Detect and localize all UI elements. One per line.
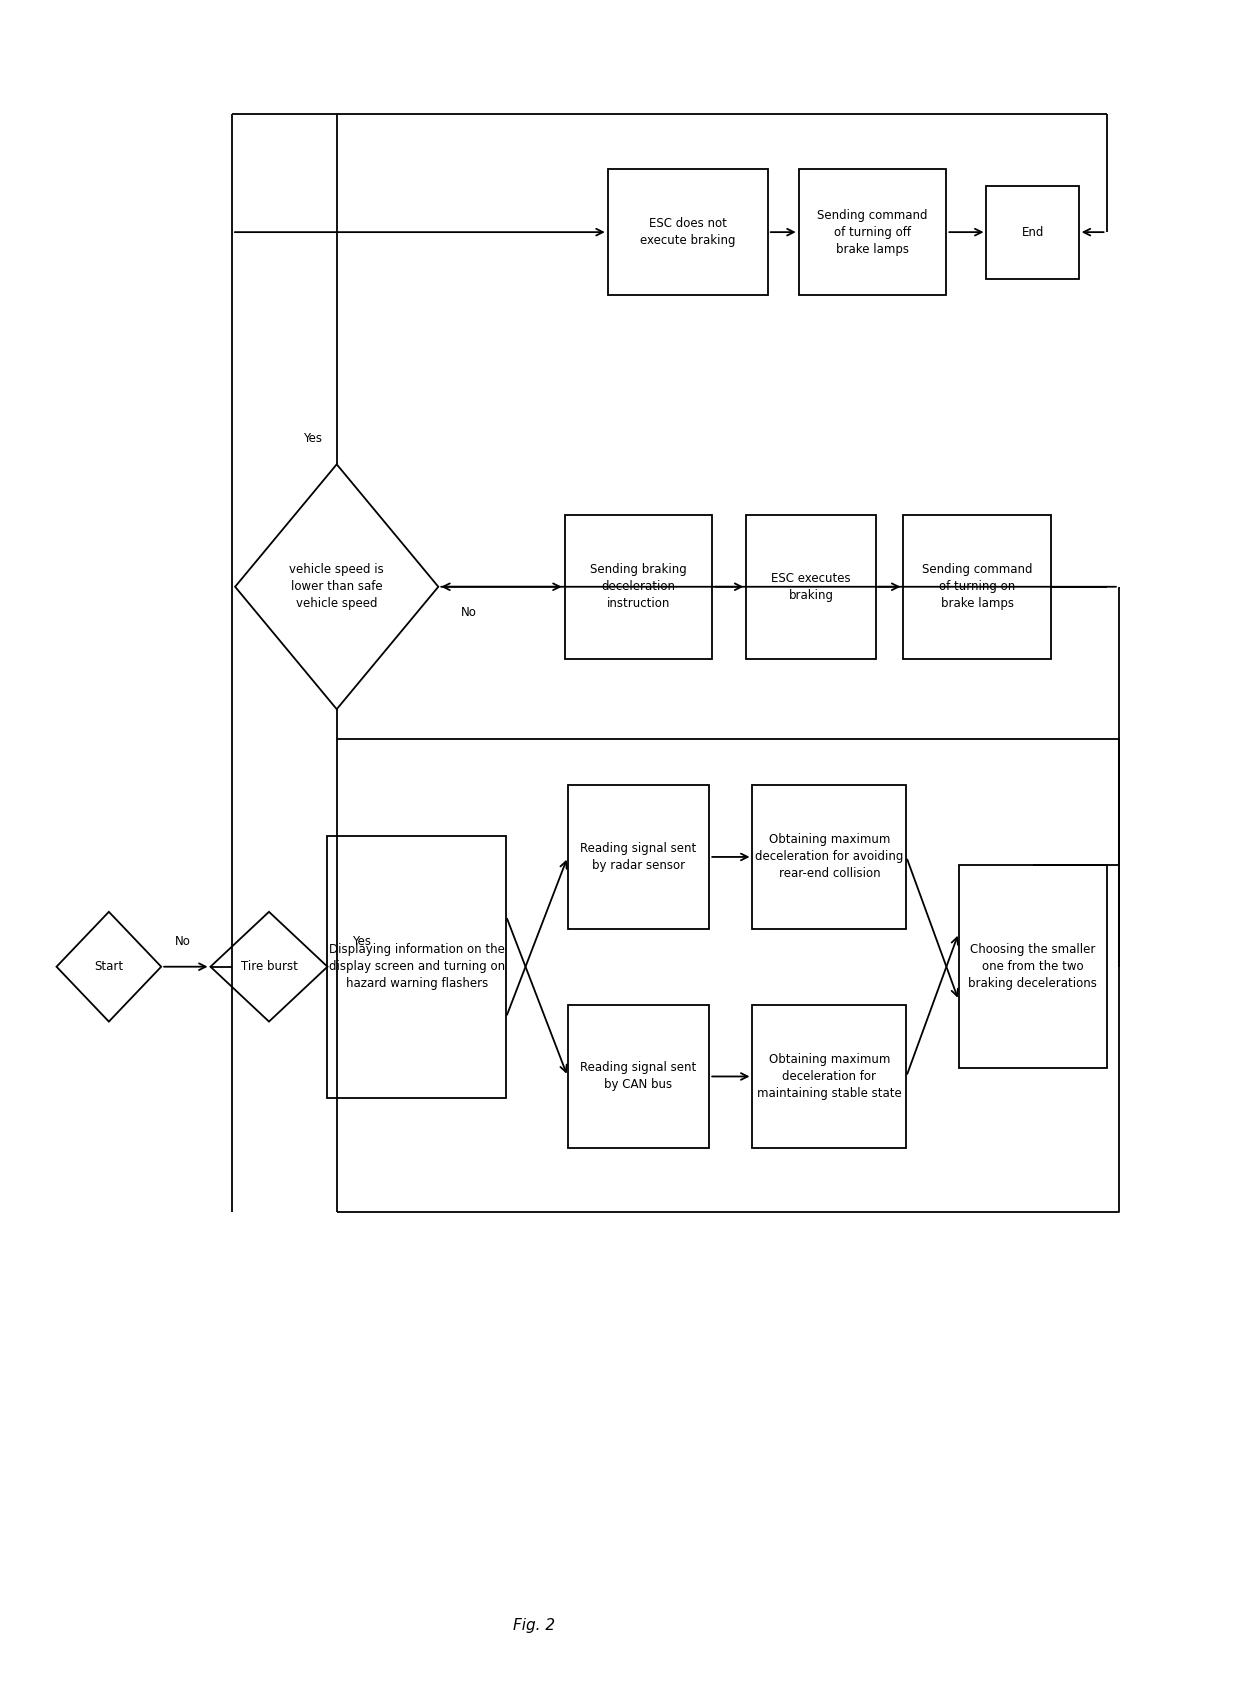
Bar xyxy=(568,786,709,928)
Text: Sending command
of turning on
brake lamps: Sending command of turning on brake lamp… xyxy=(921,563,1033,611)
Bar xyxy=(753,1005,906,1149)
Text: Tire burst: Tire burst xyxy=(241,961,298,972)
Text: Reading signal sent
by CAN bus: Reading signal sent by CAN bus xyxy=(580,1061,697,1091)
Text: Start: Start xyxy=(94,961,124,972)
Bar xyxy=(987,185,1079,278)
Text: vehicle speed is
lower than safe
vehicle speed: vehicle speed is lower than safe vehicle… xyxy=(289,563,384,611)
Text: Obtaining maximum
deceleration for avoiding
rear-end collision: Obtaining maximum deceleration for avoid… xyxy=(755,833,904,881)
Bar xyxy=(568,1005,709,1149)
Text: Displaying information on the
display screen and turning on
hazard warning flash: Displaying information on the display sc… xyxy=(329,944,505,991)
Text: Choosing the smaller
one from the two
braking decelerations: Choosing the smaller one from the two br… xyxy=(968,944,1097,991)
Text: Yes: Yes xyxy=(303,433,321,446)
Bar xyxy=(564,514,712,658)
Bar xyxy=(799,168,946,295)
Text: ESC does not
execute braking: ESC does not execute braking xyxy=(640,217,735,248)
Text: No: No xyxy=(175,935,191,949)
Text: ESC executes
braking: ESC executes braking xyxy=(771,572,851,602)
Text: Sending command
of turning off
brake lamps: Sending command of turning off brake lam… xyxy=(817,209,928,256)
Bar xyxy=(608,168,768,295)
Bar xyxy=(746,514,875,658)
Text: End: End xyxy=(1022,226,1044,239)
Polygon shape xyxy=(236,465,438,709)
Text: Yes: Yes xyxy=(352,935,371,949)
Text: Sending braking
deceleration
instruction: Sending braking deceleration instruction xyxy=(590,563,687,611)
Text: No: No xyxy=(461,606,477,619)
Text: Fig. 2: Fig. 2 xyxy=(512,1617,554,1633)
Text: Reading signal sent
by radar sensor: Reading signal sent by radar sensor xyxy=(580,842,697,872)
Bar xyxy=(903,514,1052,658)
Text: Obtaining maximum
deceleration for
maintaining stable state: Obtaining maximum deceleration for maint… xyxy=(756,1052,901,1100)
Bar xyxy=(327,837,506,1098)
Polygon shape xyxy=(211,911,327,1022)
Bar xyxy=(959,865,1106,1067)
Polygon shape xyxy=(57,911,161,1022)
Bar xyxy=(753,786,906,928)
